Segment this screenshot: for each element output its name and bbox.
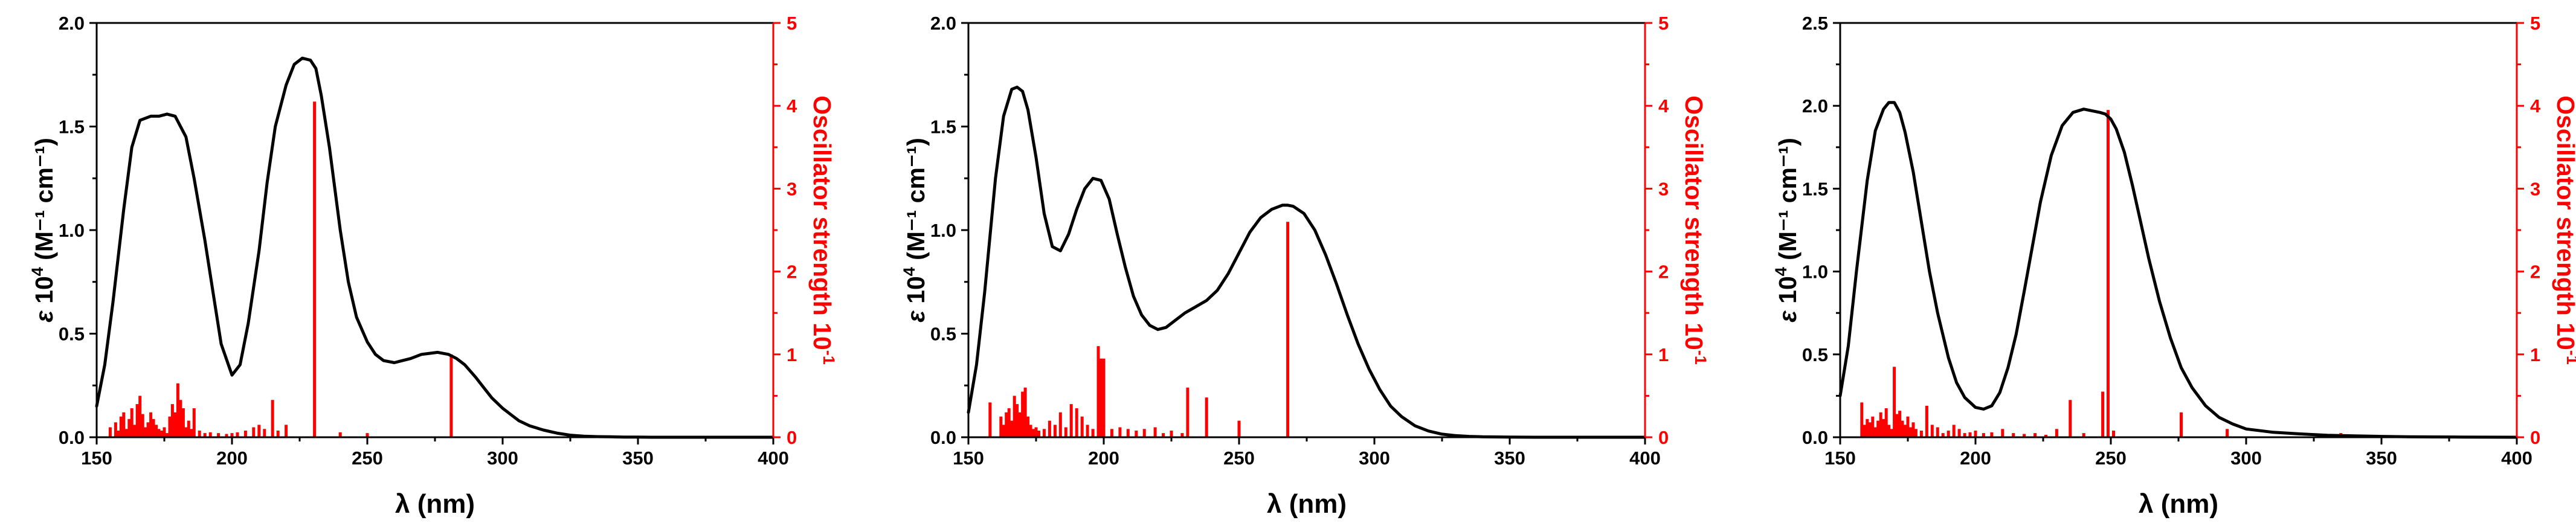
panel-right-y2-tick-label: 3 (2530, 178, 2540, 199)
panel-left-y2-tick-label: 4 (787, 95, 797, 117)
panel-right-x-tick-label: 300 (2230, 448, 2262, 469)
panel-middle-x-tick-label: 300 (1359, 448, 1390, 469)
panel-left-y-tick-label: 0.0 (59, 427, 85, 448)
panel-left-x-tick-label: 300 (487, 448, 518, 469)
panel-right-x-tick-label: 350 (2366, 448, 2397, 469)
panel-right-x-tick-label: 200 (1960, 448, 1991, 469)
panel-left-x-tick-label: 200 (216, 448, 248, 469)
panel-left-y2-tick-label: 5 (787, 13, 797, 34)
panel-middle-y2-axis-label: Oscillator strength 10-1 (1680, 95, 1710, 365)
panel-middle-x-tick-label: 250 (1223, 448, 1255, 469)
panel-right-y2-tick-label: 0 (2530, 427, 2540, 448)
panel-middle: 150 200 250 300 350 4000.00.51.01.52.0012345 … (900, 13, 1710, 519)
panel-left-y2-tick-label: 2 (787, 262, 797, 283)
panel-left-y2-axis-label: Oscillator strength 10-1 (808, 95, 838, 365)
panel-left-x-tick-label: 400 (758, 448, 789, 469)
panel-right-plot: 150 200 250 300 350 400 0.0 0.5 1.0 1.5 2.0 2.5 0 1 2 3… (1802, 13, 2541, 469)
panel-right-y-tick-label: 0.0 (1802, 427, 1828, 448)
panel-right-y-tick-label: 1.5 (1802, 178, 1828, 199)
panel-right-y2-axis-label: Oscillator strength 10-1 (2552, 95, 2576, 365)
panel-left-y-axis-label: ε 104 (M⁻¹ cm⁻¹) (28, 138, 58, 322)
panel-right-y2-tick-label: 4 (2530, 95, 2541, 117)
panel-right-x-axis-label: λ (nm) (2139, 489, 2218, 519)
panel-middle-y-axis-label: ε 104 (M⁻¹ cm⁻¹) (900, 138, 930, 322)
panel-middle-y2-tick-label: 0 (1658, 427, 1669, 448)
panel-right-y-tick-label: 1.0 (1802, 262, 1828, 283)
panel-right-spectrum-line (1838, 101, 2519, 439)
panel-left-y2-tick-label: 1 (787, 344, 797, 365)
panel-left-x-tick-label: 250 (352, 448, 383, 469)
panel-right-y2-tick-label: 5 (2530, 13, 2540, 34)
panel-middle-x-tick-label: 200 (1088, 448, 1119, 469)
panel-left-x-tick-label: 150 (81, 448, 112, 469)
panel-middle-y-tick-label: 1.0 (930, 220, 956, 241)
panel-middle-y-tick-label: 0.0 (930, 427, 956, 448)
panel-right-y2-tick-label: 2 (2530, 262, 2540, 283)
panel-left-plot: 150 200 250 300 350 400 0.0 0.5 1.0 1.5 2.0 0 1 2 3 4 5 (59, 13, 797, 469)
panel-middle-plot: 150 200 250 300 350 400 0.0 0.5 1.0 1.5 2.0 0 1 2 3 4 5 (930, 13, 1669, 469)
panel-left-y-tick-label: 1.0 (59, 220, 85, 241)
panel-middle-y2-tick-label: 3 (1658, 178, 1669, 199)
panel-right-y-tick-label: 0.5 (1802, 344, 1828, 365)
panel-left-y-tick-label: 1.5 (59, 117, 85, 138)
panel-middle-y2-tick-label: 1 (1658, 344, 1669, 365)
panel-middle-spectrum-line (967, 85, 1647, 439)
panel-left-y-tick-label: 2.0 (59, 13, 85, 34)
panel-right-y-tick-label: 2.0 (1802, 95, 1828, 117)
panel-right-y2-tick-label: 1 (2530, 344, 2540, 365)
panel-left-spectrum-line (95, 56, 775, 439)
panel-left-x-axis-label: λ (nm) (395, 489, 475, 519)
panel-right-y-axis-label: ε 104 (M⁻¹ cm⁻¹) (1772, 138, 1802, 322)
panel-middle-y-tick-label: 0.5 (930, 324, 956, 345)
panel-middle-y2-tick-label: 5 (1658, 13, 1669, 34)
panel-left-x-tick-label: 350 (622, 448, 654, 469)
panel-right: 150 200 250 300 350 400 0.0 0.5 1.0 1.5 2.0 2.5 0 1 2 3… (1772, 13, 2576, 519)
panel-left-y2-tick-label: 3 (787, 178, 797, 199)
panel-right-x-tick-label: 150 (1824, 448, 1856, 469)
panel-middle-x-tick-label: 150 (953, 448, 984, 469)
panel-middle-x-tick-label: 350 (1494, 448, 1525, 469)
panel-middle-y2-tick-label: 4 (1658, 95, 1669, 117)
panel-left-y2-tick-label: 0 (787, 427, 797, 448)
panel-left-y-tick-label: 0.5 (59, 324, 85, 345)
panel-middle-y-tick-label: 2.0 (930, 13, 956, 34)
panel-middle-y-tick-label: 1.5 (930, 117, 956, 138)
panel-middle-x-tick-label: 400 (1629, 448, 1661, 469)
panel-middle-x-axis-label: λ (nm) (1267, 489, 1347, 519)
panel-right-y-tick-label: 2.5 (1802, 13, 1828, 34)
panel-middle-y2-tick-label: 2 (1658, 262, 1669, 283)
panel-right-x-tick-label: 250 (2095, 448, 2127, 469)
panel-right-x-tick-label: 400 (2501, 448, 2533, 469)
panel-left: 150 200 250 300 350 4000.00.51.01.52.0012345 … (28, 13, 838, 519)
